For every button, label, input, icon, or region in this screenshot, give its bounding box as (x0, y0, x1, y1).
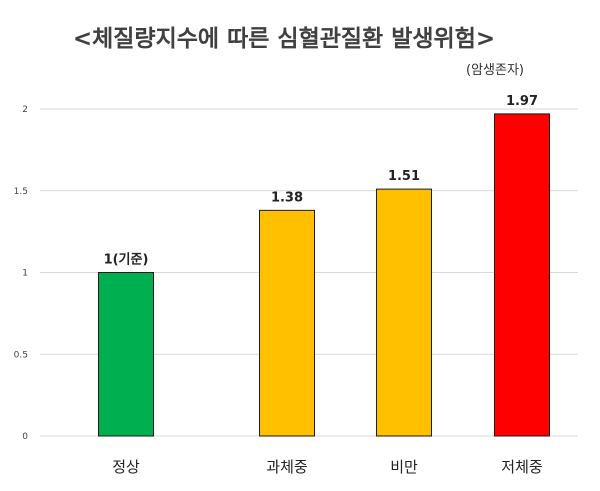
data-labels: 1(기준) 1.38 1.51 1.97 (104, 94, 538, 268)
x-category-label: 비만 (390, 458, 418, 476)
data-label: 1(기준) (104, 253, 149, 268)
y-tick-label: 1.5 (14, 187, 28, 197)
y-tick-label: 2 (22, 105, 28, 115)
data-label: 1.38 (271, 190, 303, 205)
y-axis-ticks: 0 0.5 1 1.5 2 (14, 105, 29, 442)
bar (259, 209, 315, 437)
data-label: 1.97 (506, 94, 538, 109)
bars (98, 113, 550, 437)
x-axis-categories: 정상 과체중 비만 저체중 (112, 458, 543, 476)
chart-subtitle: (암생존자) (466, 63, 524, 78)
x-category-label: 정상 (112, 458, 140, 476)
y-tick-label: 1 (22, 269, 28, 279)
bar (98, 272, 154, 437)
bar (376, 188, 432, 437)
chart-title: <체질량지수에 따른 심혈관질환 발생위험> (73, 26, 495, 52)
bar (494, 113, 550, 437)
x-category-label: 과체중 (266, 458, 307, 476)
data-label: 1.51 (388, 169, 420, 184)
y-tick-label: 0.5 (14, 350, 28, 360)
y-tick-label: 0 (22, 432, 28, 442)
x-category-label: 저체중 (501, 458, 542, 476)
